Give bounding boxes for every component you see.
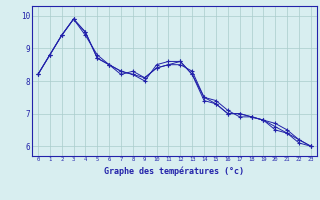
- X-axis label: Graphe des températures (°c): Graphe des températures (°c): [104, 167, 244, 176]
